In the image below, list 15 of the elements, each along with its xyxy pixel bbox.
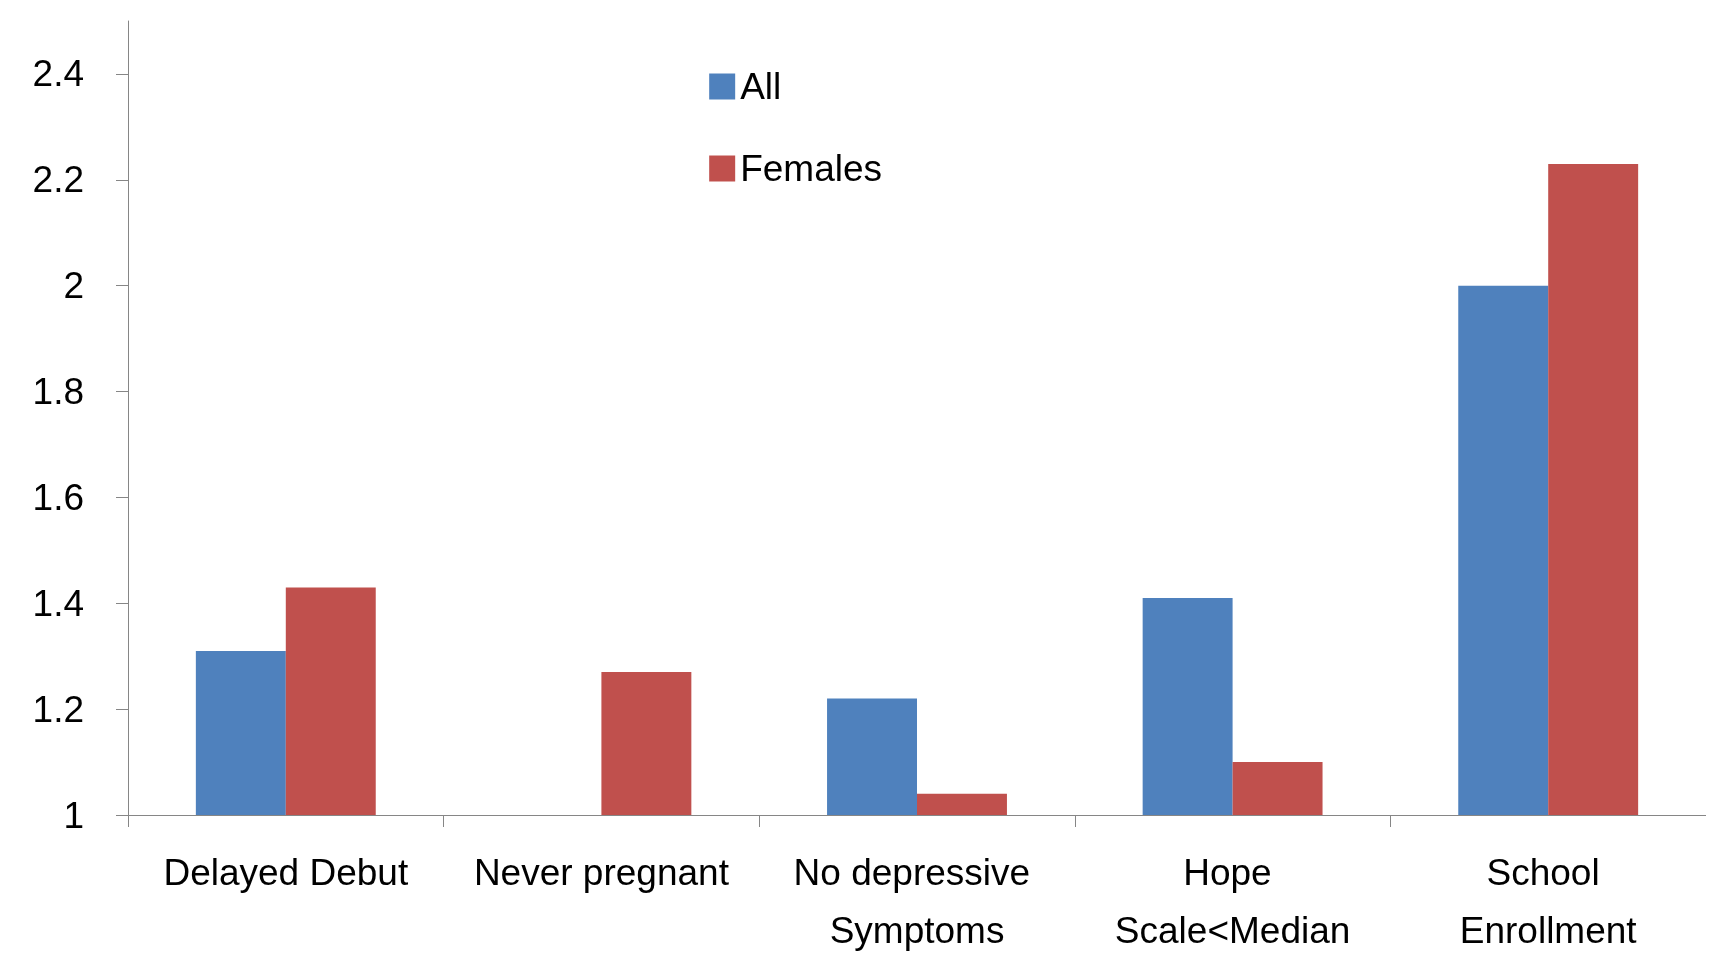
y-tick-label: 1.8 (32, 371, 84, 413)
x-tick-label: Never pregnant (473, 851, 730, 893)
y-tick-label: 1.4 (32, 582, 84, 624)
legend-label: Females (740, 148, 883, 189)
x-tick-label: Delayed Debut (163, 851, 409, 893)
x-tick-label: Hope Scale<Median (1114, 851, 1351, 951)
y-tick-label: 1.6 (32, 476, 84, 518)
y-tick-label: 1.2 (32, 688, 84, 730)
y-tick-label: 2.2 (32, 159, 84, 201)
x-tick-label: School Enrollment (1459, 851, 1638, 951)
y-tick-label: 1 (63, 794, 84, 836)
y-tick-label: 2.4 (32, 53, 84, 95)
legend-label: All (740, 66, 782, 107)
y-tick-label: 2 (63, 265, 84, 307)
x-tick-label: No depressive Symptoms (793, 851, 1041, 951)
